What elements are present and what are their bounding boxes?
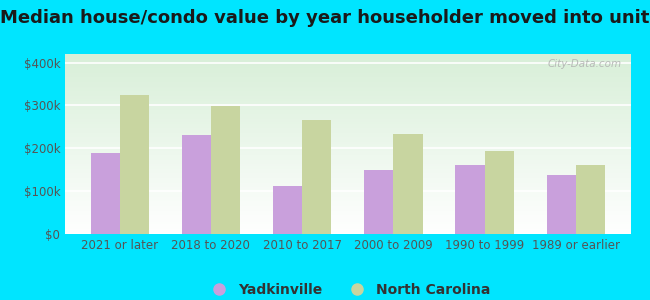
Text: Median house/condo value by year householder moved into unit: Median house/condo value by year househo… <box>0 9 650 27</box>
Bar <box>302 120 332 234</box>
Bar <box>456 165 484 234</box>
Bar <box>182 135 211 234</box>
Bar <box>273 186 302 234</box>
Bar <box>364 170 393 234</box>
Bar <box>393 134 422 234</box>
Bar <box>547 175 576 234</box>
Text: City-Data.com: City-Data.com <box>548 59 622 69</box>
Bar <box>484 151 514 234</box>
Bar <box>211 106 240 234</box>
Legend: Yadkinville, North Carolina: Yadkinville, North Carolina <box>199 278 497 300</box>
Bar <box>120 95 149 234</box>
Bar <box>576 165 605 234</box>
Bar <box>90 153 120 234</box>
